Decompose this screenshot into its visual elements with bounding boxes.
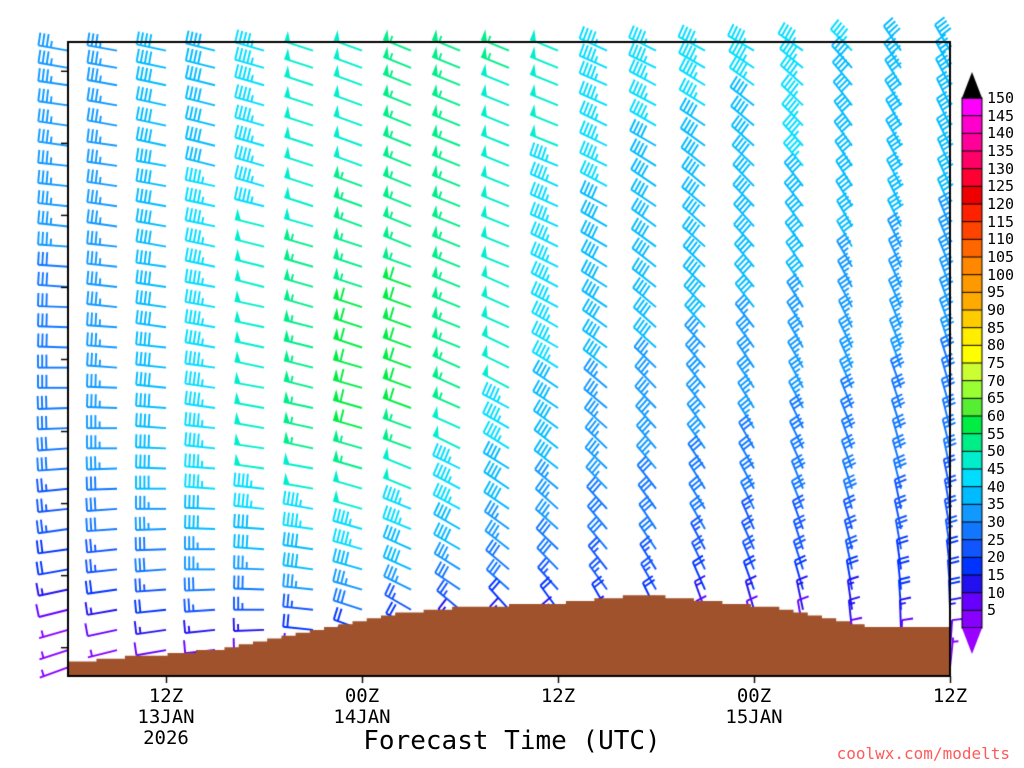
x-tick-date-1: 14JAN (333, 706, 391, 728)
colorbar-label-55: 55 (987, 424, 1006, 443)
x-tick-date-3: 15JAN (725, 706, 783, 728)
colorbar-label-25: 25 (987, 530, 1006, 549)
x-tick-year-0: 2026 (143, 727, 189, 749)
colorbar-label-150: 150 (987, 89, 1015, 107)
colorbar-label-35: 35 (987, 495, 1006, 514)
x-tick-time-2: 12Z (540, 685, 576, 707)
source-credit: coolwx.com/modelts (836, 744, 1010, 763)
colorbar-label-65: 65 (987, 389, 1006, 408)
x-tick-date-0: 13JAN (137, 706, 195, 728)
colorbar-label-45: 45 (987, 460, 1006, 478)
colorbar-label-90: 90 (987, 301, 1006, 319)
colorbar-label-120: 120 (987, 195, 1015, 213)
x-tick-time-3: 00Z (736, 685, 772, 707)
x-tick-time-0: 12Z (148, 685, 184, 707)
colorbar-label-5: 5 (987, 601, 997, 620)
colorbar-label-110: 110 (987, 230, 1015, 249)
colorbar-label-70: 70 (987, 371, 1006, 390)
colorbar-label-10: 10 (987, 583, 1006, 602)
colorbar-label-85: 85 (987, 318, 1006, 337)
colorbar-label-135: 135 (987, 142, 1015, 160)
colorbar-label-100: 100 (987, 265, 1015, 284)
colorbar-label-95: 95 (987, 283, 1006, 302)
x-axis-title: Forecast Time (UTC) (363, 726, 661, 756)
colorbar-label-80: 80 (987, 336, 1006, 355)
colorbar-label-105: 105 (987, 248, 1015, 266)
colorbar-label-125: 125 (987, 177, 1015, 196)
x-tick-time-1: 00Z (344, 685, 380, 707)
colorbar-label-40: 40 (987, 477, 1006, 496)
colorbar-label-15: 15 (987, 566, 1006, 584)
colorbar-label-140: 140 (987, 124, 1015, 143)
colorbar-label-60: 60 (987, 407, 1006, 425)
colorbar-label-115: 115 (987, 212, 1015, 231)
x-tick-time-4: 12Z (932, 685, 968, 707)
colorbar-label-20: 20 (987, 548, 1006, 567)
colorbar-label-30: 30 (987, 513, 1006, 531)
colorbar-label-75: 75 (987, 354, 1006, 372)
colorbar-label-50: 50 (987, 442, 1006, 461)
colorbar-label-145: 145 (987, 106, 1015, 125)
colorbar-label-130: 130 (987, 159, 1015, 178)
